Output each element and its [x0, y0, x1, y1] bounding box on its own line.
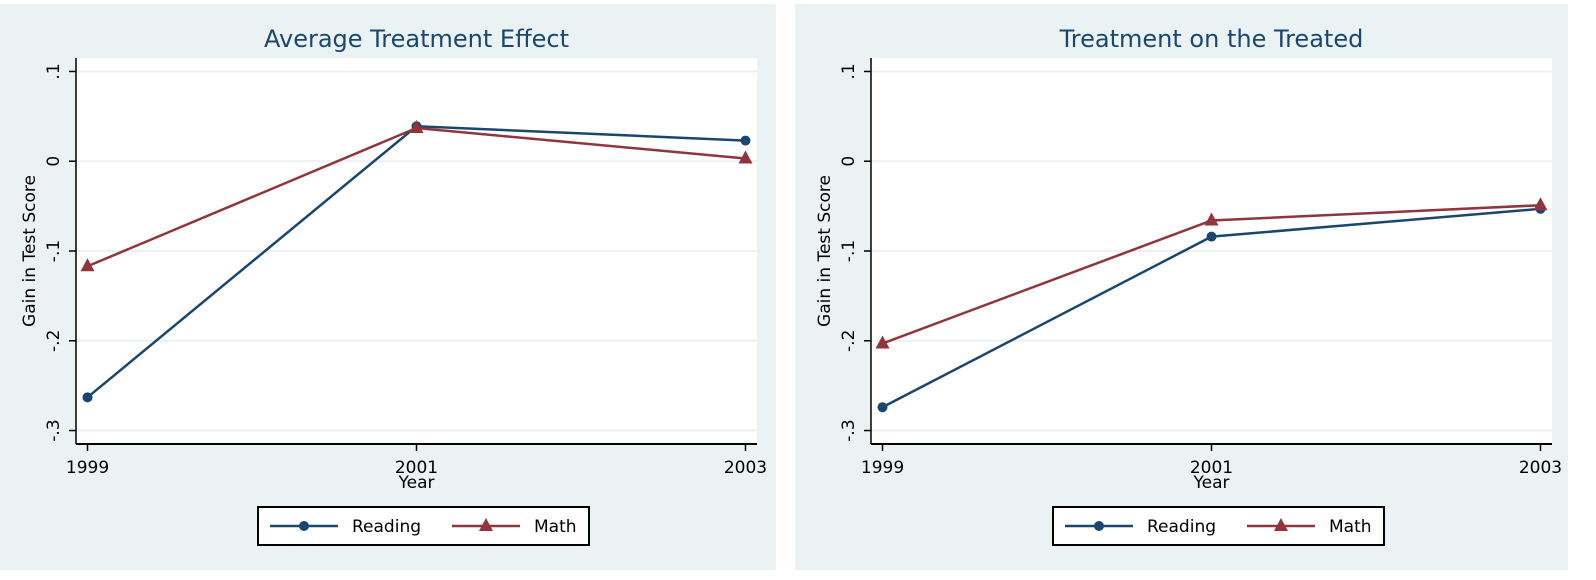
marker	[740, 135, 751, 146]
legend-label: Reading	[352, 517, 421, 537]
marker	[875, 335, 890, 349]
marker	[1206, 231, 1217, 242]
y-tick-label: .1	[44, 63, 64, 79]
marker	[409, 120, 424, 134]
chart-title: Treatment on the Treated	[1059, 25, 1364, 53]
marker	[877, 402, 888, 413]
x-tick-label: 2003	[724, 458, 767, 478]
marker	[738, 150, 753, 164]
marker	[479, 518, 493, 531]
y-tick-label: -.1	[839, 240, 859, 262]
y-tick-label: 0	[839, 156, 859, 167]
marker	[80, 258, 95, 272]
y-tick-label: -.2	[839, 330, 859, 352]
legend-label: Reading	[1147, 517, 1216, 537]
legend-label: Math	[1329, 517, 1372, 537]
chart-title: Average Treatment Effect	[264, 25, 569, 53]
y-axis-title: Gain in Test Score	[815, 175, 835, 327]
x-axis-title: Year	[398, 473, 435, 493]
marker	[1533, 197, 1548, 211]
x-tick-label: 2001	[1190, 458, 1233, 478]
marker	[1274, 518, 1288, 531]
x-tick-label: 1999	[66, 458, 109, 478]
x-tick-label: 2001	[395, 458, 438, 478]
marker	[1204, 212, 1219, 226]
marker	[299, 521, 309, 531]
x-axis-title: Year	[1193, 473, 1230, 493]
y-tick-label: -.3	[839, 419, 859, 441]
marker	[1094, 521, 1104, 531]
x-tick-label: 2003	[1519, 458, 1562, 478]
chart: Average Treatment Effect .1 0 -.1 -.2 -.31999…	[0, 4, 776, 570]
y-tick-label: -.1	[44, 240, 64, 262]
y-axis-title: Gain in Test Score	[20, 175, 40, 327]
marker	[82, 392, 93, 403]
chart: Treatment on the Treated .1 0 -.1 -.2 -.31999…	[795, 4, 1568, 570]
y-tick-label: .1	[839, 63, 859, 79]
legend-label: Math	[534, 517, 577, 537]
y-tick-label: 0	[44, 156, 64, 167]
y-tick-label: -.3	[44, 419, 64, 441]
x-tick-label: 1999	[861, 458, 904, 478]
y-tick-label: -.2	[44, 330, 64, 352]
